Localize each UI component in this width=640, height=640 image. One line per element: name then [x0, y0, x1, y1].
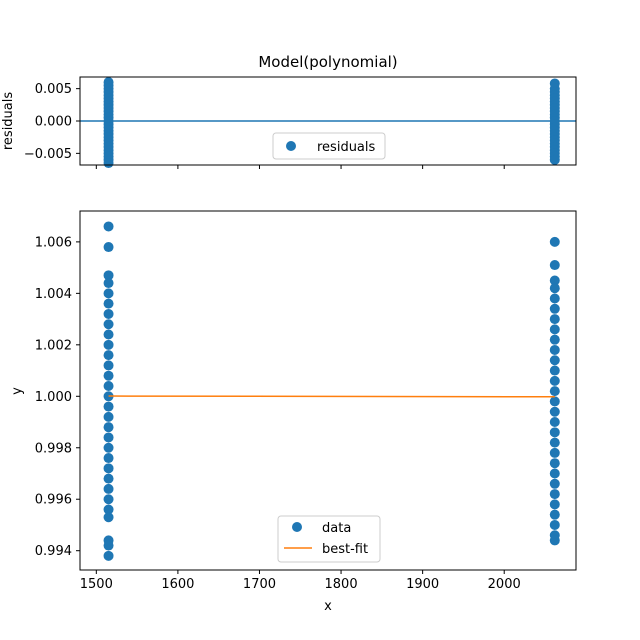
- data-point-9: [103, 339, 114, 350]
- xtick-label-5: 2000: [488, 577, 521, 592]
- data-point-54: [549, 499, 560, 510]
- data-point-22: [103, 473, 114, 484]
- data-point-56: [549, 519, 560, 530]
- data-point-55: [549, 509, 560, 520]
- residuals-marks: [80, 77, 576, 169]
- data-point-5: [103, 298, 114, 309]
- data-point-44: [549, 396, 560, 407]
- data-point-29: [103, 550, 114, 561]
- chart-title: Model(polynomial): [258, 53, 397, 71]
- best-fit-legend-label: best-fit: [322, 542, 368, 557]
- data-point-17: [103, 422, 114, 433]
- data-axes-frame: [79, 210, 577, 571]
- ytick-label-1-5: 1.004: [35, 287, 72, 302]
- data-point-21: [103, 463, 114, 474]
- data-point-19: [103, 442, 114, 453]
- ytick-label-0-0: −0.005: [24, 147, 72, 162]
- data-point-8: [103, 329, 114, 340]
- ytick-label-1-6: 1.006: [35, 235, 72, 250]
- residuals-legend-label: residuals: [317, 140, 376, 155]
- data-point-18: [103, 432, 114, 443]
- xtick-label-1: 1600: [161, 577, 194, 592]
- data-point-13: [103, 380, 114, 391]
- data-point-4: [103, 288, 114, 299]
- data-point-43: [549, 386, 560, 397]
- data-point-0: [103, 221, 114, 232]
- data-point-23: [103, 483, 114, 494]
- data-legend-label: data: [322, 521, 351, 536]
- xtick-label-4: 1900: [406, 577, 439, 592]
- residuals-legend-marker: [286, 141, 296, 151]
- data-point-46: [549, 417, 560, 428]
- data-point-36: [549, 314, 560, 325]
- data-point-25: [103, 504, 114, 515]
- data-point-20: [103, 453, 114, 464]
- data-point-39: [549, 344, 560, 355]
- data-point-6: [103, 308, 114, 319]
- residuals-axes-frame: [79, 76, 577, 166]
- xtick-label-3: 1800: [325, 577, 358, 592]
- data-point-26: [103, 512, 114, 523]
- data-point-7: [103, 319, 114, 330]
- residual-point-49: [549, 154, 560, 165]
- data-panel: 1500 1600 1700 1800 1900 2000 0.994 0.996 0.998 1…: [10, 210, 577, 614]
- data-point-34: [549, 293, 560, 304]
- data-point-45: [549, 406, 560, 417]
- data-point-53: [549, 489, 560, 500]
- data-point-51: [549, 468, 560, 479]
- data-point-37: [549, 324, 560, 335]
- data-point-47: [549, 427, 560, 438]
- data-ylabel: y: [10, 387, 25, 395]
- data-legend: data best-fit: [277, 515, 381, 563]
- xtick-label-0: 1500: [80, 577, 113, 592]
- data-point-1: [103, 242, 114, 253]
- data-xlabel: x: [324, 599, 332, 614]
- data-point-42: [549, 375, 560, 386]
- data-point-2: [103, 270, 114, 281]
- residuals-ylabel: residuals: [1, 92, 16, 151]
- xtick-label-2: 1700: [243, 577, 276, 592]
- data-ticks: 1500 1600 1700 1800 1900 2000 0.994 0.996 0.998 1…: [35, 235, 521, 592]
- ytick-label-1-0: 0.994: [35, 544, 72, 559]
- data-point-52: [549, 478, 560, 489]
- residuals-panel: Model(polynomial) −0.005 0.000 0.005 resid…: [1, 53, 577, 169]
- data-point-33: [549, 283, 560, 294]
- data-point-12: [103, 370, 114, 381]
- best-fit-line: [108, 395, 555, 398]
- data-point-15: [103, 401, 114, 412]
- residuals-ticks: −0.005 0.000 0.005: [24, 82, 505, 169]
- ytick-label-1-2: 0.998: [35, 441, 72, 456]
- ytick-label-1-3: 1.000: [35, 390, 72, 405]
- residual-point-25: [103, 158, 114, 169]
- data-point-3: [103, 278, 114, 289]
- data-point-58: [549, 535, 560, 546]
- data-point-28: [103, 540, 114, 551]
- data-point-30: [549, 236, 560, 247]
- ytick-label-1-1: 0.996: [35, 493, 72, 508]
- ytick-label-0-2: 0.005: [35, 82, 72, 97]
- data-point-50: [549, 458, 560, 469]
- data-legend-marker: [292, 522, 302, 532]
- data-point-11: [103, 360, 114, 371]
- data-point-48: [549, 437, 560, 448]
- ytick-label-1-4: 1.002: [35, 338, 72, 353]
- data-point-40: [549, 355, 560, 366]
- data-point-38: [549, 334, 560, 345]
- data-point-10: [103, 350, 114, 361]
- residuals-legend: residuals: [272, 132, 386, 160]
- data-point-31: [549, 260, 560, 271]
- data-legend-box: [277, 515, 381, 563]
- residuals-legend-box: [272, 132, 386, 160]
- data-point-24: [103, 494, 114, 505]
- data-point-16: [103, 411, 114, 422]
- data-point-35: [549, 303, 560, 314]
- ytick-label-0-1: 0.000: [35, 115, 72, 130]
- data-point-49: [549, 447, 560, 458]
- data-point-32: [549, 275, 560, 286]
- data-point-41: [549, 365, 560, 376]
- data-marks: [103, 221, 560, 561]
